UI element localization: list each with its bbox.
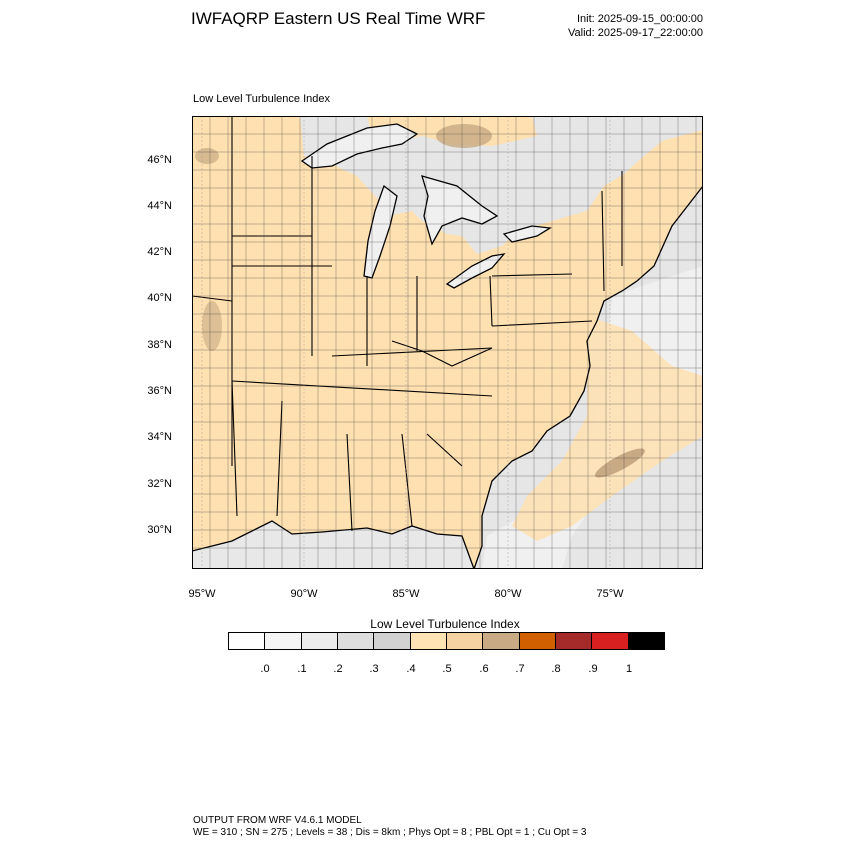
- colorbar: [228, 632, 665, 650]
- colorbar-label: .2: [333, 663, 343, 675]
- footer-config-line: WE = 310 ; SN = 275 ; Levels = 38 ; Dis …: [193, 827, 587, 838]
- lat-label-44: 44°N: [147, 200, 172, 212]
- lon-label-85: 85°W: [392, 588, 420, 600]
- colorbar-swatch: [628, 633, 664, 649]
- colorbar-swatch: [374, 633, 411, 649]
- lat-label-36: 36°N: [147, 385, 172, 397]
- lat-label-32: 32°N: [147, 478, 172, 490]
- coastline-gulf: [192, 520, 475, 569]
- offshore-light-region: [482, 266, 703, 569]
- colorbar-label: .5: [442, 663, 452, 675]
- colorbar-swatch: [555, 633, 593, 649]
- lat-label-38: 38°N: [147, 339, 172, 351]
- map-frame: [192, 116, 703, 569]
- valid-time: Valid: 2025-09-17_22:00:00: [568, 27, 703, 39]
- lon-label-95: 95°W: [188, 588, 216, 600]
- coastline-atlantic: [473, 185, 703, 569]
- turbulence-map: [192, 116, 703, 569]
- colorbar-swatch: [483, 633, 520, 649]
- colorbar-label: .6: [479, 663, 489, 675]
- high-patch-plains-1: [195, 148, 219, 164]
- colorbar-label: .7: [515, 663, 525, 675]
- colorbar-swatch: [446, 633, 484, 649]
- state-borders: [192, 116, 623, 532]
- lat-label-46: 46°N: [147, 154, 172, 166]
- land-area: [192, 116, 703, 569]
- lat-label-42: 42°N: [147, 246, 172, 258]
- colorbar-title: Low Level Turbulence Index: [370, 617, 520, 631]
- gulf-of-mexico: [192, 521, 474, 569]
- lat-label-34: 34°N: [147, 431, 172, 443]
- lon-label-80: 80°W: [494, 588, 522, 600]
- high-patch-plains-2: [202, 301, 222, 351]
- atlantic-band: [512, 316, 703, 541]
- footer-model-line: OUTPUT FROM WRF V4.6.1 MODEL: [193, 815, 362, 826]
- lat-label-30: 30°N: [147, 524, 172, 536]
- colorbar-swatch: [519, 633, 556, 649]
- lon-label-90: 90°W: [290, 588, 318, 600]
- colorbar-swatch: [337, 633, 375, 649]
- colorbar-swatch: [229, 633, 266, 649]
- colorbar-label: 1: [625, 663, 633, 675]
- colorbar-swatch: [265, 633, 302, 649]
- plot-title: IWFAQRP Eastern US Real Time WRF: [191, 9, 486, 28]
- colorbar-label: .9: [588, 663, 598, 675]
- colorbar-label: .3: [369, 663, 379, 675]
- init-time: Init: 2025-09-15_00:00:00: [577, 13, 703, 25]
- graticule: [201, 116, 611, 569]
- colorbar-label: .0: [260, 663, 270, 675]
- offshore-high-patch: [595, 448, 645, 478]
- colorbar-swatch: [301, 633, 338, 649]
- lon-label-75: 75°W: [596, 588, 624, 600]
- colorbar-swatch: [592, 633, 629, 649]
- high-patch-canada: [436, 124, 492, 148]
- lake-ontario: [502, 225, 552, 243]
- colorbar-label: .4: [406, 663, 416, 675]
- colorbar-swatch: [410, 633, 447, 649]
- colorbar-label: .8: [551, 663, 561, 675]
- map-subtitle: Low Level Turbulence Index: [193, 93, 330, 105]
- lat-label-40: 40°N: [147, 292, 172, 304]
- colorbar-label: .1: [297, 663, 307, 675]
- lake-superior: [300, 123, 419, 169]
- county-grid: [192, 116, 703, 569]
